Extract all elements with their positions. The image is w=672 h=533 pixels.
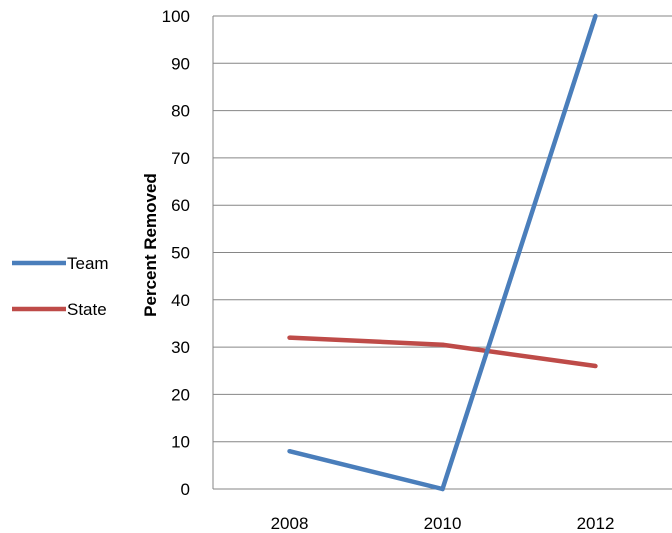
data-point-team	[287, 448, 292, 454]
series-line-state	[289, 335, 596, 369]
y-axis-ticks: 0 10 20 30 40 50 60 70 80 90 100	[162, 7, 190, 499]
x-tick-label: 2012	[577, 514, 615, 533]
data-point-state	[287, 335, 292, 340]
y-tick-label: 100	[162, 7, 190, 26]
gridlines	[212, 15, 672, 490]
y-tick-label: 30	[171, 338, 190, 357]
y-tick-label: 20	[171, 385, 190, 404]
y-tick-label: 50	[171, 244, 190, 263]
y-tick-label: 90	[171, 54, 190, 73]
legend-label-state: State	[67, 300, 107, 319]
y-tick-label: 40	[171, 291, 190, 310]
plot-lines	[287, 13, 598, 492]
data-point-state	[440, 342, 445, 347]
y-tick-label: 0	[181, 480, 190, 499]
y-tick-label: 70	[171, 149, 190, 168]
data-point-team	[440, 486, 445, 492]
x-axis-ticks: 2008 2010 2012	[271, 514, 615, 533]
y-tick-label: 80	[171, 102, 190, 121]
x-tick-label: 2008	[271, 514, 309, 533]
legend-label-team: Team	[67, 254, 109, 273]
legend: Team State	[12, 254, 109, 319]
y-tick-label: 10	[171, 433, 190, 452]
data-point-team	[593, 13, 598, 19]
x-tick-label: 2010	[424, 514, 462, 533]
data-point-state	[593, 363, 598, 369]
y-axis-title: Percent Removed	[141, 173, 160, 317]
y-tick-label: 60	[171, 196, 190, 215]
